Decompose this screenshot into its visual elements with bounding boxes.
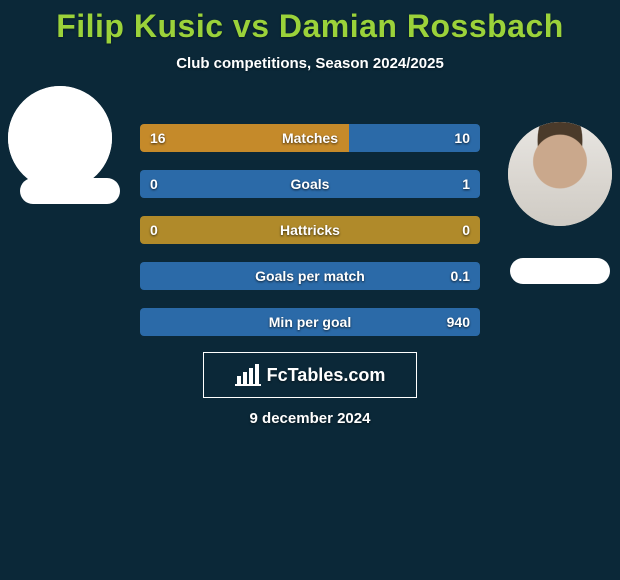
stat-row: Matches1610	[140, 124, 480, 152]
stat-track	[140, 216, 480, 244]
stat-bar-right	[140, 262, 480, 290]
player-right-club-badge	[510, 258, 610, 284]
stat-bar-left	[140, 216, 480, 244]
stat-row: Min per goal940	[140, 308, 480, 336]
stat-track	[140, 262, 480, 290]
player-left-avatar	[8, 86, 112, 190]
stats-panel: Matches1610 Goals01 Hattricks00 Goals per m…	[140, 124, 480, 354]
stat-row: Goals per match0.1	[140, 262, 480, 290]
player-left-club-badge	[20, 178, 120, 204]
bar-chart-icon	[235, 364, 261, 386]
stat-track	[140, 170, 480, 198]
stat-row: Goals01	[140, 170, 480, 198]
avatar-placeholder-icon	[8, 86, 112, 190]
subtitle: Club competitions, Season 2024/2025	[0, 55, 620, 72]
stat-track	[140, 124, 480, 152]
brand-box[interactable]: FcTables.com	[203, 352, 417, 398]
page-title: Filip Kusic vs Damian Rossbach	[0, 0, 620, 45]
avatar-photo-placeholder	[508, 122, 612, 226]
date-label: 9 december 2024	[0, 410, 620, 427]
stat-track	[140, 308, 480, 336]
brand-text: FcTables.com	[267, 365, 386, 386]
player-right-avatar	[508, 122, 612, 226]
stat-bar-right	[140, 170, 480, 198]
stat-bar-right	[349, 124, 480, 152]
stat-bar-right	[140, 308, 480, 336]
stat-row: Hattricks00	[140, 216, 480, 244]
stat-bar-left	[140, 124, 349, 152]
